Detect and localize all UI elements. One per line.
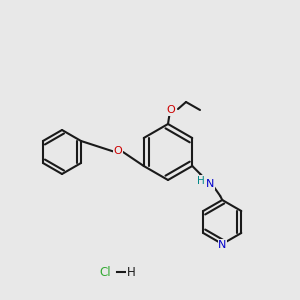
Text: Cl: Cl	[99, 266, 111, 278]
Text: N: N	[206, 179, 214, 189]
Text: N: N	[218, 240, 226, 250]
Text: H: H	[127, 266, 135, 278]
Text: H: H	[197, 176, 205, 186]
Text: O: O	[167, 105, 176, 115]
Text: O: O	[114, 146, 122, 156]
